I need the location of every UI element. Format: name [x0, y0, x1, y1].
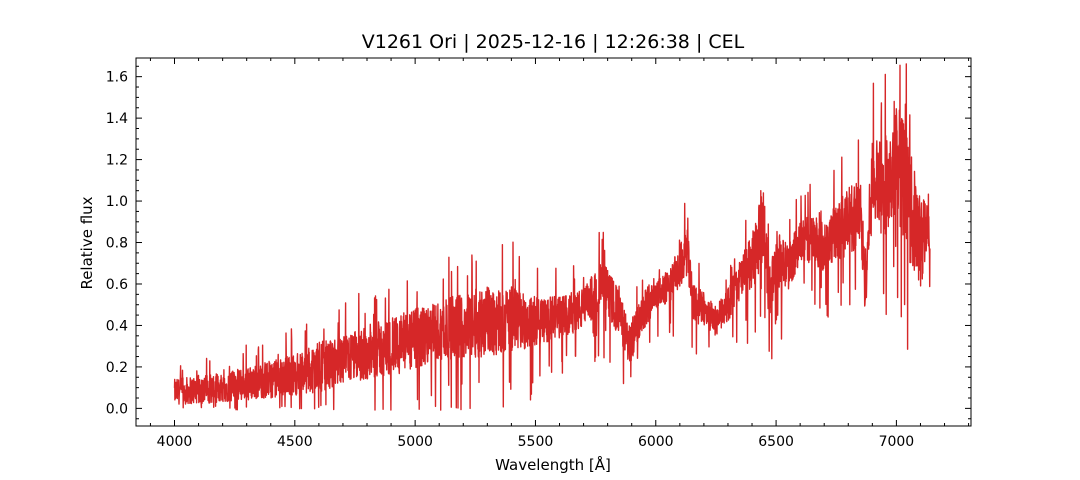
x-axis-label: Wavelength [Å]	[495, 455, 611, 474]
x-tick-label: 6000	[638, 434, 674, 450]
x-tick-label: 4000	[157, 434, 193, 450]
spectrum-line	[173, 63, 931, 411]
y-tick-label: 1.6	[106, 70, 128, 86]
y-tick-label: 0.4	[106, 318, 128, 334]
y-tick-label: 1.0	[106, 194, 128, 210]
y-tick-label: 0.6	[106, 277, 128, 293]
y-tick-label: 0.0	[106, 401, 128, 417]
plot-area	[173, 63, 931, 411]
x-tick-label: 7000	[879, 434, 915, 450]
y-axis-label: Relative flux	[78, 196, 96, 289]
chart-title: V1261 Ori | 2025-12-16 | 12:26:38 | CEL	[362, 31, 745, 53]
x-tick-label: 6500	[758, 434, 794, 450]
y-tick-label: 1.2	[106, 153, 128, 169]
y-tick-label: 1.4	[106, 111, 128, 127]
x-tick-label: 5000	[397, 434, 433, 450]
y-tick-label: 0.2	[106, 360, 128, 376]
y-tick-label: 0.8	[106, 236, 128, 252]
x-tick-label: 4500	[277, 434, 313, 450]
x-tick-label: 5500	[518, 434, 554, 450]
plot-frame	[135, 57, 972, 427]
